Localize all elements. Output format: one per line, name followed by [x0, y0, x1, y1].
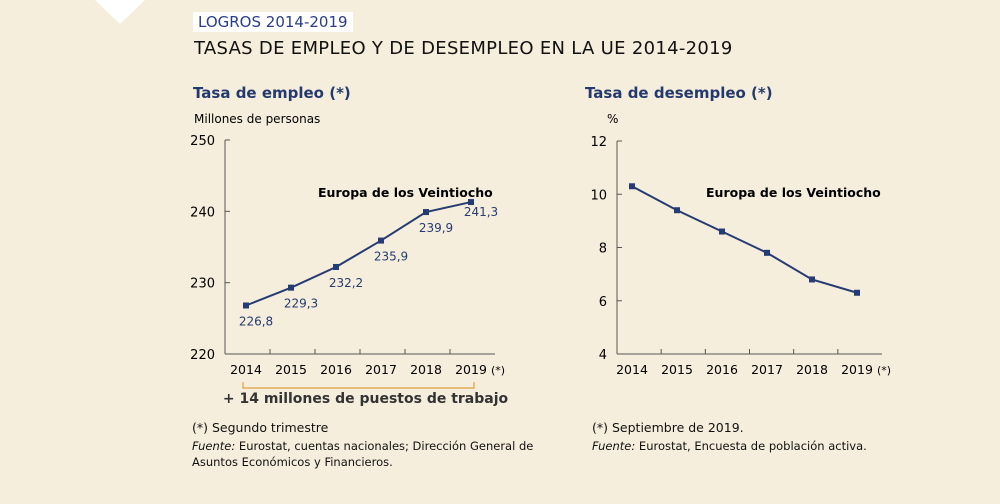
- x-tick-suffix: (*): [877, 364, 891, 377]
- data-point: [674, 207, 680, 214]
- data-point: [468, 199, 474, 206]
- x-tick-label: 2019: [455, 362, 487, 377]
- x-tick-label: 2014: [616, 362, 648, 377]
- data-point: [423, 209, 429, 216]
- data-point: [288, 284, 294, 291]
- y-tick-label: 10: [590, 188, 607, 203]
- x-tick-label: 2017: [751, 362, 783, 377]
- chart-title-unemployment: Tasa de desempleo (*): [585, 84, 773, 102]
- y-tick-label: 220: [190, 348, 215, 363]
- annotation: + 14 millones de puestos de trabajo: [223, 391, 509, 407]
- x-tick-label: 2018: [796, 362, 828, 377]
- x-tick-label: 2016: [706, 362, 738, 377]
- y-tick-label: 250: [190, 134, 215, 149]
- chart-title-employment: Tasa de empleo (*): [193, 84, 351, 102]
- series-label: Europa de los Veintiocho: [318, 185, 493, 200]
- x-tick-suffix: (*): [491, 364, 505, 377]
- series-line: [245, 201, 472, 307]
- series-line: [631, 185, 858, 294]
- data-label: 241,3: [464, 205, 498, 219]
- data-label: 226,8: [239, 314, 273, 328]
- source-label: Fuente:: [592, 439, 636, 453]
- y-tick-label: 230: [190, 277, 215, 292]
- data-point: [764, 249, 770, 256]
- footnote-unemployment: (*) Septiembre de 2019. Fuente: Eurostat…: [592, 420, 952, 454]
- footnote-text: (*) Segundo trimestre: [192, 420, 329, 435]
- y-axis-label: %: [607, 112, 618, 126]
- data-point: [243, 302, 249, 309]
- corner-tab-decoration: [95, 0, 145, 24]
- source-text: Eurostat, Encuesta de población activa.: [638, 439, 867, 453]
- x-tick-label: 2018: [410, 362, 442, 377]
- section-tag: LOGROS 2014-2019: [193, 12, 353, 32]
- bracket: [242, 382, 475, 389]
- series-label: Europa de los Veintiocho: [706, 185, 881, 200]
- page-title: TASAS DE EMPLEO Y DE DESEMPLEO EN LA UE …: [194, 38, 733, 59]
- footnote-text: (*) Septiembre de 2019.: [592, 420, 744, 435]
- data-label: 235,9: [374, 250, 408, 264]
- x-tick-label: 2015: [661, 362, 693, 377]
- data-point: [719, 228, 725, 235]
- data-label: 229,3: [284, 297, 318, 311]
- y-tick-label: 8: [599, 242, 607, 257]
- data-point: [629, 183, 635, 190]
- x-tick-label: 2016: [320, 362, 352, 377]
- data-label: 232,2: [329, 276, 363, 290]
- y-tick-label: 12: [590, 135, 607, 150]
- source-text: Eurostat, cuentas nacionales; Dirección …: [192, 439, 534, 469]
- x-tick-label: 2014: [230, 362, 262, 377]
- data-point: [809, 276, 815, 283]
- data-label: 239,9: [419, 221, 453, 235]
- data-point: [854, 289, 860, 296]
- x-tick-label: 2015: [275, 362, 307, 377]
- source-label: Fuente:: [192, 439, 236, 453]
- x-tick-label: 2019: [841, 362, 873, 377]
- y-tick-label: 4: [599, 348, 607, 363]
- data-point: [378, 237, 384, 244]
- y-axis-label: Millones de personas: [194, 112, 320, 126]
- data-point: [333, 263, 339, 270]
- y-tick-label: 240: [190, 205, 215, 220]
- x-tick-label: 2017: [365, 362, 397, 377]
- y-tick-label: 6: [599, 295, 607, 310]
- footnote-employment: (*) Segundo trimestre Fuente: Eurostat, …: [192, 420, 552, 470]
